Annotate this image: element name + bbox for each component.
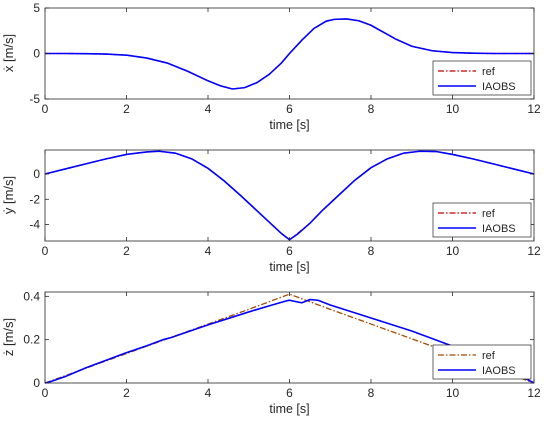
legend: ref IAOBS [432, 344, 532, 380]
x-tick-label: 4 [205, 386, 212, 400]
legend-box [432, 60, 532, 96]
x-tick-label: 0 [42, 386, 49, 400]
x-tick-label: 2 [123, 244, 130, 258]
x-tick-label: 12 [527, 102, 541, 116]
x-tick-label: 6 [286, 102, 293, 116]
x-tick-label: 4 [205, 102, 212, 116]
x-tick-label: 8 [368, 102, 375, 116]
x-axis-label: time [s] [269, 402, 309, 416]
x-tick-label: 12 [527, 244, 541, 258]
legend: ref IAOBS [432, 202, 532, 238]
x-tick-label: 10 [446, 102, 460, 116]
x-axis-label: time [s] [269, 260, 309, 274]
x-tick-label: 10 [446, 386, 460, 400]
y-tick-label: 5 [33, 1, 40, 15]
legend-label-iaobs: IAOBS [482, 365, 516, 377]
legend-box [432, 344, 532, 380]
x-axis-label: time [s] [269, 118, 309, 132]
x-tick-label: 0 [42, 244, 49, 258]
series-iaobs-line [44, 298, 535, 384]
legend-label-iaobs: IAOBS [482, 81, 516, 93]
y-tick-label: 0 [33, 47, 40, 61]
y-tick-label: 0.4 [23, 289, 40, 303]
y-axis-label: ẋ [m/s] [1, 34, 16, 72]
x-tick-label: 8 [368, 386, 375, 400]
subplot-2: 0 2 4 6 8 10 12 -4 -2 0 time [s] ẏ [m/s] ref IAOBS [1, 149, 541, 274]
subplot-3: 0 2 4 6 8 10 12 0 0.2 0.4 time [s] ż [m/s] ref IAOBS [1, 289, 541, 416]
x-tick-label: 2 [123, 102, 130, 116]
series-iaobs-line [45, 18, 534, 90]
y-axis-label: ż [m/s] [1, 318, 16, 356]
y-axis-label: ẏ [m/s] [1, 176, 16, 214]
x-tick-label: 12 [527, 386, 541, 400]
x-tick-label: 10 [446, 244, 460, 258]
y-tick-label: 0.2 [23, 333, 40, 347]
y-tick-label: -4 [29, 218, 40, 232]
x-tick-label: 4 [205, 244, 212, 258]
x-tick-label: 0 [42, 102, 49, 116]
x-tick-label: 2 [123, 386, 130, 400]
y-tick-label: 0 [33, 376, 40, 390]
y-tick-label: 0 [33, 167, 40, 181]
legend-box [432, 202, 532, 238]
y-tick-label: -2 [29, 192, 40, 206]
legend-label-ref: ref [482, 208, 496, 220]
x-tick-label: 8 [368, 244, 375, 258]
y-tick-label: -5 [29, 92, 40, 106]
x-tick-label: 6 [286, 244, 293, 258]
legend-label-ref: ref [482, 66, 496, 78]
legend-label-ref: ref [482, 350, 496, 362]
legend-label-iaobs: IAOBS [482, 223, 516, 235]
x-tick-label: 6 [286, 386, 293, 400]
legend: ref IAOBS [432, 60, 532, 96]
